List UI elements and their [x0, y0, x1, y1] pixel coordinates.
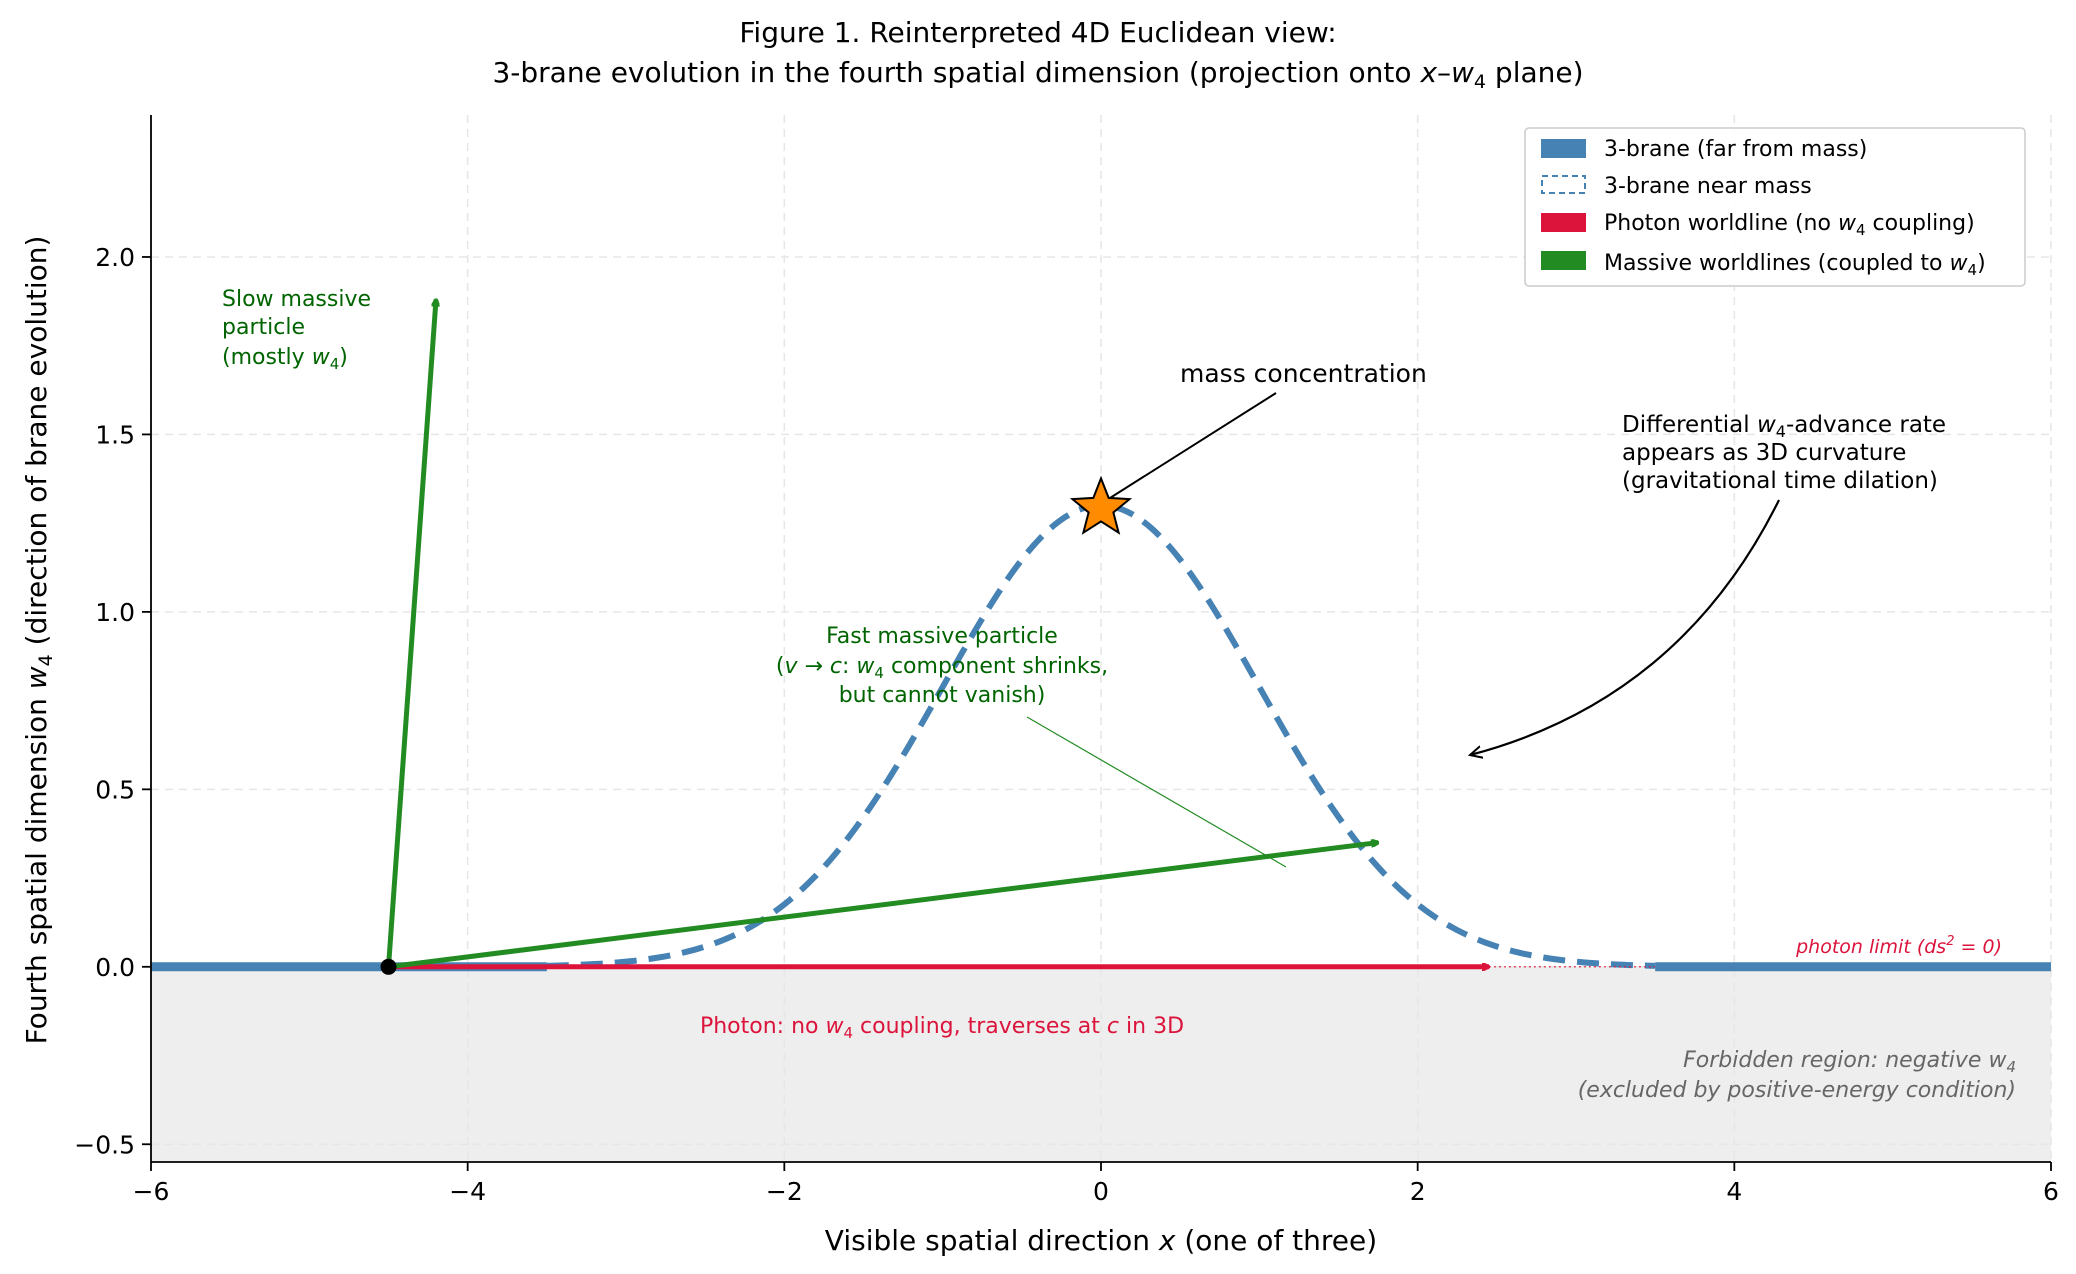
legend: 3-brane (far from mass) 3-brane near mas… — [1524, 127, 2026, 287]
legend-label-brane-near: 3-brane near mass — [1604, 174, 1812, 199]
x-tick-label: 0 — [1093, 1177, 1109, 1206]
fast-annotation-line — [1026, 716, 1287, 868]
legend-label-massive: Massive worldlines (coupled to w4) — [1604, 251, 1986, 279]
annotation-fast-line3: but cannot vanish) — [839, 683, 1046, 708]
legend-swatch-massive — [1541, 251, 1586, 270]
annotation-slow-line2: particle — [222, 315, 305, 340]
mass-star-marker — [1069, 475, 1133, 535]
legend-swatch-brane-far — [1541, 139, 1586, 158]
x-tick-label: 6 — [2043, 1177, 2059, 1206]
origin-point — [380, 958, 397, 975]
y-axis-label: Fourth spatial dimension w4 (direction o… — [20, 236, 57, 1045]
axes: −6 −4 −2 0 2 4 6 −0.5 0.0 0.5 1.0 1.5 2.0 — [74, 115, 2059, 1206]
plot-area — [151, 300, 2051, 975]
brane-near-mass-curve — [546, 502, 1656, 969]
annotations: Slow massive particle (mostly w4) mass c… — [222, 287, 2016, 1103]
annotation-fast-line1: Fast massive particle — [826, 624, 1058, 649]
y-tick-label: 0.5 — [95, 775, 135, 804]
legend-label-brane-far: 3-brane (far from mass) — [1604, 137, 1867, 162]
x-axis-label: Visible spatial direction x (one of thre… — [825, 1224, 1377, 1257]
y-tick-label: 2.0 — [95, 243, 135, 272]
legend-swatch-brane-near — [1541, 175, 1586, 194]
x-tick-label: −2 — [766, 1177, 803, 1206]
chart-title-line1: Figure 1. Reinterpreted 4D Euclidean vie… — [739, 16, 1336, 49]
y-tick-label: 1.0 — [95, 598, 135, 627]
annotation-diff-line1: Differential w4-advance rate — [1622, 412, 1946, 441]
annotation-slow-line1: Slow massive — [222, 287, 371, 312]
y-tick-label: 1.5 — [95, 420, 135, 449]
legend-box — [1524, 127, 2026, 287]
annotation-diff-line2: appears as 3D curvature — [1622, 440, 1906, 466]
annotation-forbidden-line2: (excluded by positive-energy condition) — [1578, 1078, 2016, 1103]
slow-massive-worldline — [386, 300, 437, 967]
annotation-diff-line3: (gravitational time dilation) — [1622, 468, 1938, 494]
legend-swatch-photon — [1541, 213, 1586, 232]
x-tick-label: −6 — [133, 1177, 170, 1206]
annotation-forbidden-line1: Forbidden region: negative w4 — [1683, 1048, 2016, 1076]
annotation-mass: mass concentration — [1180, 359, 1427, 388]
differential-annotation-arrow — [1470, 499, 1780, 755]
x-tick-label: −4 — [449, 1177, 486, 1206]
legend-label-photon: Photon worldline (no w4 coupling) — [1604, 211, 1975, 239]
y-tick-label: 0.0 — [95, 953, 135, 982]
annotation-photon-label: Photon: no w4 coupling, traverses at c i… — [700, 1014, 1184, 1042]
x-tick-label: 4 — [1726, 1177, 1742, 1206]
mass-annotation-line — [1109, 392, 1277, 499]
annotation-fast-line2: (v → c: w4 component shrinks, — [776, 654, 1108, 682]
annotation-photon-limit: photon limit (ds2 = 0) — [1795, 934, 2002, 958]
x-tick-label: 2 — [1410, 1177, 1426, 1206]
y-tick-label: −0.5 — [74, 1130, 135, 1159]
chart-title-line2: 3-brane evolution in the fourth spatial … — [492, 56, 1583, 93]
fast-massive-worldline — [388, 843, 1379, 970]
annotation-slow-line3: (mostly w4) — [222, 345, 348, 373]
